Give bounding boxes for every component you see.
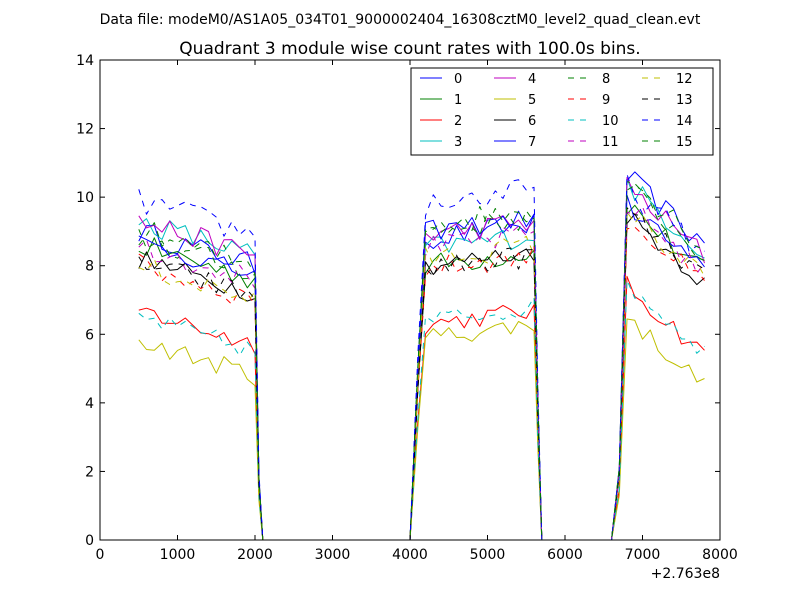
legend-label-3: 3 [454, 135, 462, 150]
legend-label-5: 5 [528, 93, 536, 108]
series-line-14 [138, 173, 705, 541]
y-tick-label: 6 [85, 327, 94, 343]
series-line-8 [138, 181, 705, 541]
x-tick-label: 4000 [392, 547, 428, 563]
legend-label-1: 1 [454, 93, 462, 108]
y-tick-label: 14 [76, 53, 94, 69]
y-tick-label: 10 [76, 190, 94, 206]
legend-label-11: 11 [602, 135, 619, 150]
series-line-11 [138, 206, 705, 541]
legend-label-9: 9 [602, 93, 610, 108]
legend-label-12: 12 [676, 72, 693, 87]
x-tick-label: 3000 [315, 547, 351, 563]
series-line-12 [138, 211, 705, 541]
legend-label-13: 13 [676, 93, 693, 108]
y-tick-label: 0 [85, 533, 94, 549]
legend-label-8: 8 [602, 72, 610, 87]
legend-label-6: 6 [528, 114, 536, 129]
y-tick-label: 12 [76, 122, 94, 138]
legend-label-2: 2 [454, 114, 462, 129]
legend-label-7: 7 [528, 135, 536, 150]
series-line-5 [138, 318, 705, 541]
y-tick-label: 2 [85, 464, 94, 480]
x-tick-label: 1000 [160, 547, 196, 563]
x-tick-label: 2000 [237, 547, 273, 563]
legend-label-0: 0 [454, 72, 462, 87]
legend-label-14: 14 [676, 114, 693, 129]
x-offset-label: +2.763e8 [651, 566, 720, 582]
x-tick-label: 0 [96, 547, 105, 563]
legend-box [410, 67, 714, 156]
x-tick-label: 6000 [547, 547, 583, 563]
x-tick-label: 5000 [470, 547, 506, 563]
legend-label-4: 4 [528, 72, 536, 87]
plot-area [138, 171, 705, 541]
y-tick-label: 4 [85, 396, 94, 412]
legend-label-10: 10 [602, 114, 619, 129]
series-line-4 [138, 177, 705, 541]
series-line-15 [138, 185, 705, 541]
series-line-6 [138, 213, 705, 541]
series-line-0 [138, 171, 705, 541]
x-tick-label: 7000 [625, 547, 661, 563]
y-tick-label: 8 [85, 259, 94, 275]
chart-suptitle: Data file: modeM0/AS1A05_034T01_90000024… [100, 12, 701, 28]
axis-ticks: 0 1000 2000 3000 4000 5000 6000 7000 80000246810… [76, 53, 738, 563]
series-line-9 [138, 226, 705, 541]
chart-title: Quadrant 3 module wise count rates with … [179, 39, 640, 59]
x-tick-label: 8000 [702, 547, 738, 563]
series-line-13 [138, 207, 705, 541]
series-line-3 [138, 177, 705, 541]
legend-label-15: 15 [676, 135, 693, 150]
